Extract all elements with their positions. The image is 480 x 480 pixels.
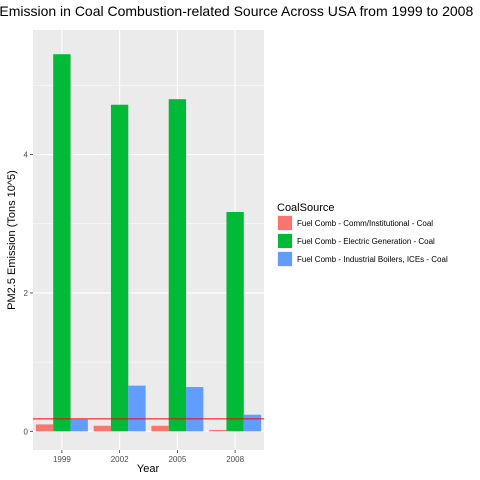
- bars: [35, 54, 262, 432]
- bar: [70, 419, 88, 432]
- x-tick-label: 2002: [111, 455, 129, 464]
- legend-label: Fuel Comb - Electric Generation - Coal: [297, 237, 435, 246]
- bar: [93, 425, 111, 432]
- chart-title: PM2.5 Emission in Coal Combustion-relate…: [0, 3, 473, 19]
- legend-key-swatch: [278, 252, 292, 266]
- bar: [168, 99, 187, 432]
- x-axis-title: Year: [137, 463, 160, 475]
- legend: CoalSource Fuel Comb - Comm/Institutiona…: [277, 202, 448, 267]
- legend-label: Fuel Comb - Comm/Institutional - Coal: [297, 219, 433, 228]
- y-tick-label: 0: [24, 427, 29, 436]
- legend-key-swatch: [278, 234, 292, 248]
- x-tick-label: 2005: [168, 455, 186, 464]
- bar: [110, 104, 129, 432]
- legend-label: Fuel Comb - Industrial Boilers, ICEs - C…: [297, 255, 448, 264]
- bar: [226, 211, 244, 432]
- y-tick-label: 4: [24, 151, 29, 160]
- y-axis: 0 2 4: [24, 151, 33, 436]
- y-tick-label: 2: [24, 289, 29, 298]
- plot-panel: [33, 30, 264, 450]
- legend-items: Fuel Comb - Comm/Institutional - Coal Fue…: [277, 215, 448, 267]
- bar: [128, 385, 146, 432]
- bar: [186, 387, 204, 432]
- legend-key-swatch: [278, 216, 292, 230]
- bar: [35, 424, 54, 432]
- bar: [243, 414, 262, 432]
- bar: [151, 425, 169, 432]
- x-tick-label: 2008: [226, 455, 244, 464]
- x-tick-label: 1999: [53, 455, 71, 464]
- bar: [209, 429, 227, 432]
- x-axis: 1999 2002 2005 2008: [53, 450, 245, 464]
- minor-gridlines: [33, 85, 264, 363]
- legend-title: CoalSource: [277, 202, 334, 214]
- y-axis-title: PM2.5 Emission (Tons 10^5): [6, 170, 18, 310]
- bar: [53, 54, 71, 432]
